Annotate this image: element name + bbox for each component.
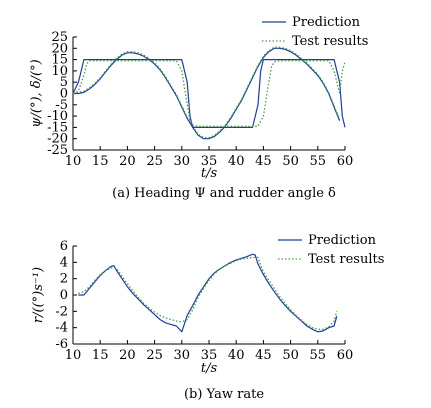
x-tick-label: 50 [282, 348, 299, 363]
y-tick-label: 0 [60, 87, 68, 102]
x-tick-label: 45 [255, 348, 272, 363]
x-tick-label: 50 [282, 154, 299, 169]
x-tick-label: 40 [228, 348, 245, 363]
y-tick-label: -20 [47, 132, 68, 147]
x-tick-label: 45 [255, 154, 272, 169]
y-tick-label: -15 [47, 120, 68, 135]
x-tick-label: 55 [310, 154, 327, 169]
y-axis-label: r/((°)s⁻¹) [31, 267, 46, 323]
x-tick-label: 35 [201, 154, 218, 169]
series-rudder-test-results-line [72, 60, 346, 127]
y-tick-label: 15 [51, 53, 68, 68]
y-tick-label: 0 [60, 288, 68, 303]
x-tick-label: 55 [310, 348, 327, 363]
chart-caption: (a) Heading Ψ and rudder angle δ [112, 186, 336, 201]
y-tick-label: 4 [60, 255, 68, 270]
y-tick-label: 2 [60, 272, 68, 287]
x-tick-label: 30 [174, 154, 191, 169]
y-tick-label: 10 [51, 64, 68, 79]
y-tick-label: 20 [51, 41, 68, 56]
x-tick-label: 35 [201, 348, 218, 363]
y-tick-label: -2 [55, 304, 68, 319]
y-tick-label: -25 [47, 143, 68, 158]
legend-label: Prediction [292, 15, 361, 30]
x-tick-label: 60 [337, 348, 354, 363]
series-prediction-line [78, 253, 338, 333]
series-test-results-line [78, 256, 338, 330]
x-tick-label: 30 [174, 348, 191, 363]
x-tick-label: 60 [337, 154, 354, 169]
x-tick-label: 20 [119, 154, 136, 169]
x-tick-label: 10 [65, 348, 82, 363]
y-tick-label: 6 [60, 239, 68, 254]
series-heading-test-results-line [73, 46, 341, 139]
x-tick-label: 20 [119, 348, 136, 363]
y-tick-label: 25 [51, 30, 68, 45]
series-heading-prediction-line [73, 47, 341, 140]
y-tick-label: -5 [55, 98, 68, 113]
x-axis-label: t/s [201, 166, 218, 181]
x-tick-label: 10 [65, 154, 82, 169]
series-rudder-prediction-line [72, 58, 346, 129]
legend-label: Test results [308, 252, 384, 267]
x-axis-label: t/s [201, 361, 218, 376]
x-tick-label: 15 [92, 348, 109, 363]
legend-label: Test results [292, 34, 368, 49]
x-tick-label: 40 [228, 154, 245, 169]
chart-1: 10 15 20 25 30 35 40 45 50 55 602520151050-5-10-15… [29, 15, 368, 201]
y-tick-label: 5 [60, 75, 68, 90]
legend-label: Prediction [308, 233, 377, 248]
x-tick-label: 25 [146, 154, 163, 169]
y-tick-label: -6 [55, 337, 68, 352]
chart-caption: (b) Yaw rate [184, 387, 264, 402]
y-axis-label: ψ/(°), δ/(°) [29, 59, 44, 127]
x-tick-label: 15 [92, 154, 109, 169]
y-tick-label: -10 [47, 109, 68, 124]
x-tick-label: 25 [146, 348, 163, 363]
y-tick-label: -4 [55, 321, 68, 336]
chart-2: 10 15 20 25 30 35 40 45 50 55 606420-2-4-6t/sr/((°… [31, 233, 384, 402]
